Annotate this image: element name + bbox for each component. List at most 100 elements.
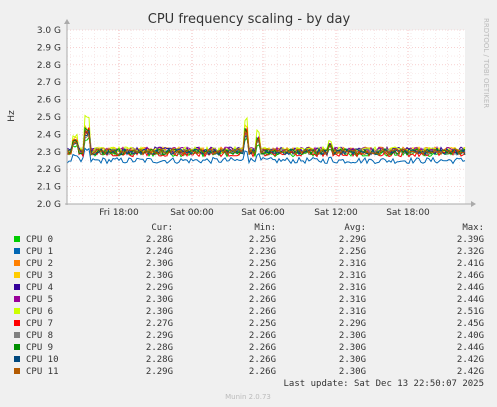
legend-swatch (14, 308, 20, 314)
legend-value: 2.32G (457, 247, 484, 257)
legend-value: 2.26G (249, 331, 276, 341)
legend-header: Avg: (344, 223, 366, 233)
munin-version: Munin 2.0.73 (225, 393, 271, 401)
legend-value: 2.45G (457, 319, 484, 329)
y-tick-label: 2.2 G (37, 165, 61, 175)
x-tick-label: Fri 18:00 (99, 208, 139, 218)
legend-series-name: CPU 11 (26, 367, 59, 377)
legend-value: 2.30G (339, 343, 366, 353)
legend-value: 2.44G (457, 295, 484, 305)
legend-value: 2.44G (457, 343, 484, 353)
legend-series-name: CPU 7 (26, 319, 53, 329)
last-update-text: Last update: Sat Dec 13 22:50:07 2025 (284, 379, 484, 389)
legend-value: 2.30G (146, 271, 173, 281)
legend-value: 2.31G (339, 307, 366, 317)
grid-layer (67, 29, 465, 205)
legend-value: 2.29G (146, 283, 173, 293)
legend-value: 2.30G (339, 331, 366, 341)
legend: Cur: Min: Avg: Max: CPU 0 2.28G 2.25G 2.29G 2.39… (14, 223, 484, 377)
legend-swatch (14, 368, 20, 374)
legend-series-name: CPU 0 (26, 235, 53, 245)
legend-series-name: CPU 9 (26, 343, 53, 353)
legend-value: 2.40G (457, 331, 484, 341)
legend-swatch (14, 272, 20, 278)
y-axis-arrow (64, 19, 70, 24)
series-line (66, 130, 466, 156)
legend-series-name: CPU 10 (26, 355, 59, 365)
legend-value: 2.30G (146, 259, 173, 269)
legend-value: 2.30G (146, 307, 173, 317)
legend-value: 2.28G (146, 343, 173, 353)
legend-value: 2.29G (146, 367, 173, 377)
legend-value: 2.26G (249, 343, 276, 353)
legend-value: 2.26G (249, 367, 276, 377)
legend-header: Min: (254, 223, 276, 233)
legend-swatch (14, 260, 20, 266)
legend-value: 2.41G (457, 259, 484, 269)
legend-value: 2.31G (339, 283, 366, 293)
y-axis-label: Hz (7, 110, 17, 122)
legend-swatch (14, 332, 20, 338)
legend-value: 2.51G (457, 307, 484, 317)
x-tick-label: Sat 06:00 (241, 208, 285, 218)
legend-value: 2.25G (249, 259, 276, 269)
axis-layer: 2.0 G 2.1 G 2.2 G 2.3 G 2.4 G 2.5 G 2.6 G 2.7 G… (37, 19, 476, 218)
legend-series-name: CPU 6 (26, 307, 53, 317)
legend-value: 2.31G (339, 259, 366, 269)
legend-value: 2.29G (339, 235, 366, 245)
legend-value: 2.25G (339, 247, 366, 257)
legend-value: 2.30G (146, 295, 173, 305)
series-line (66, 126, 466, 158)
y-tick-label: 2.1 G (37, 183, 61, 193)
chart-title: CPU frequency scaling - by day (148, 12, 351, 27)
legend-header: Max: (462, 223, 484, 233)
y-tick-label: 2.4 G (37, 130, 61, 140)
legend-swatch (14, 344, 20, 350)
y-tick-label: 2.8 G (37, 61, 61, 71)
legend-swatch (14, 296, 20, 302)
legend-header: Cur: (151, 223, 173, 233)
legend-value: 2.27G (146, 319, 173, 329)
x-tick-label: Sat 12:00 (314, 208, 358, 218)
legend-value: 2.29G (339, 319, 366, 329)
legend-series-name: CPU 2 (26, 259, 53, 269)
series-line (66, 147, 466, 165)
legend-series-name: CPU 1 (26, 247, 53, 257)
y-tick-label: 3.0 G (37, 26, 61, 36)
x-axis-arrow (471, 201, 476, 207)
series-layer (66, 114, 466, 165)
legend-value: 2.26G (249, 283, 276, 293)
legend-series-name: CPU 8 (26, 331, 53, 341)
legend-swatch (14, 248, 20, 254)
legend-value: 2.28G (146, 235, 173, 245)
legend-swatch (14, 356, 20, 362)
legend-value: 2.26G (249, 271, 276, 281)
legend-value: 2.23G (249, 247, 276, 257)
y-tick-label: 2.0 G (37, 200, 61, 210)
legend-value: 2.26G (249, 295, 276, 305)
legend-value: 2.28G (146, 355, 173, 365)
legend-value: 2.39G (457, 235, 484, 245)
legend-swatch (14, 320, 20, 326)
legend-value: 2.26G (249, 307, 276, 317)
y-tick-label: 2.7 G (37, 78, 61, 88)
legend-value: 2.25G (249, 235, 276, 245)
legend-value: 2.31G (339, 295, 366, 305)
legend-value: 2.30G (339, 355, 366, 365)
legend-series-name: CPU 4 (26, 283, 53, 293)
legend-swatch (14, 236, 20, 242)
legend-value: 2.25G (249, 319, 276, 329)
legend-value: 2.42G (457, 367, 484, 377)
legend-series-name: CPU 5 (26, 295, 53, 305)
y-tick-label: 2.9 G (37, 43, 61, 53)
legend-series-name: CPU 3 (26, 271, 53, 281)
legend-value: 2.46G (457, 271, 484, 281)
rrdtool-watermark: RRDTOOL / TOBI OETIKER (482, 18, 490, 108)
legend-swatch (14, 284, 20, 290)
legend-value: 2.44G (457, 283, 484, 293)
legend-value: 2.26G (249, 355, 276, 365)
y-tick-label: 2.3 G (37, 148, 61, 158)
legend-value: 2.30G (339, 367, 366, 377)
legend-value: 2.31G (339, 271, 366, 281)
